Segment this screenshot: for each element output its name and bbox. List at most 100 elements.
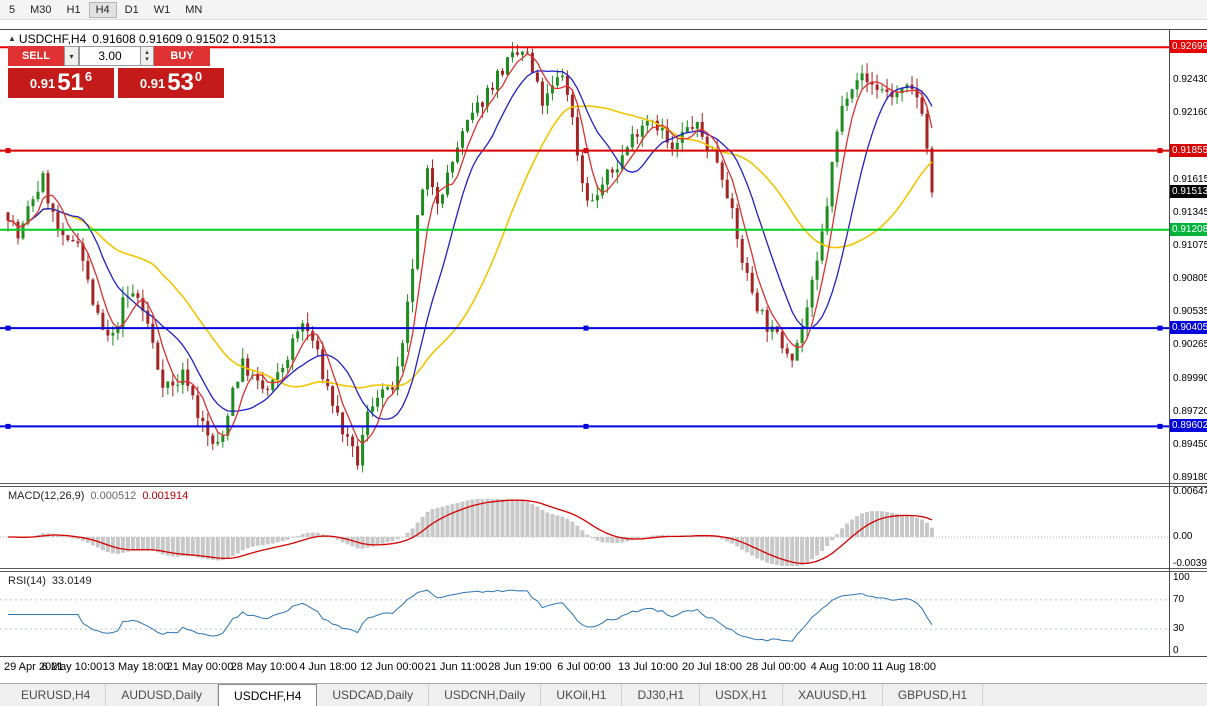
price-tick-label: 0.89450: [1173, 439, 1207, 451]
spinner-up-icon[interactable]: ▴: [145, 49, 149, 56]
chart-tab-audusd-daily[interactable]: AUDUSD,Daily: [106, 684, 219, 706]
ohlc-values: 0.91608 0.91609 0.91502 0.91513: [92, 32, 276, 46]
time-axis-label: 13 Jul 10:00: [618, 661, 678, 673]
chart-tab-usdcnh-daily[interactable]: USDCNH,Daily: [429, 684, 542, 706]
time-axis-label: 20 Jul 18:00: [682, 661, 742, 673]
spinner-down-icon[interactable]: ▾: [145, 56, 149, 63]
rsi-tick-label: 30: [1173, 623, 1185, 635]
timeframe-button-5[interactable]: 5: [9, 3, 16, 16]
sell-button[interactable]: SELL: [8, 46, 64, 66]
time-axis-label: 11 Aug 18:00: [871, 661, 937, 673]
time-axis-label: 4 Aug 10:00: [810, 661, 870, 673]
candles-group: [6, 42, 934, 473]
rsi-tick-label: 70: [1173, 593, 1185, 605]
macd-tick-label: 0.00: [1173, 531, 1193, 542]
sell-price-display[interactable]: 0.91 51 6: [8, 68, 114, 98]
buy-button[interactable]: BUY: [154, 46, 210, 66]
timeframe-button-w1[interactable]: W1: [153, 3, 171, 16]
volume-dropdown-button[interactable]: ▾: [64, 46, 79, 66]
time-axis-label: 12 Jun 00:00: [360, 661, 424, 673]
price-tick-label: 0.92430: [1173, 74, 1207, 86]
chart-tab-ukoil-h1[interactable]: UKOil,H1: [541, 684, 623, 706]
macd-indicator-canvas[interactable]: [0, 488, 1169, 568]
volume-input[interactable]: [79, 46, 141, 66]
ma-slow-line: [7, 105, 933, 389]
buy-price-prefix: 0.91: [139, 75, 166, 91]
chart-bottom-border: [0, 656, 1207, 657]
rsi-tick-label: 100: [1173, 572, 1190, 583]
price-tick-label: 0.90805: [1173, 273, 1207, 285]
chart-tab-usdchf-h4[interactable]: USDCHF,H4: [218, 684, 318, 706]
price-tick-label: 0.91075: [1173, 240, 1207, 252]
buy-price-display[interactable]: 0.91 53 0: [118, 68, 224, 98]
time-axis-label: 4 Jun 18:00: [299, 661, 357, 673]
hline-handle[interactable]: [1157, 325, 1163, 331]
price-tick-label: 0.90265: [1173, 339, 1207, 351]
price-axis[interactable]: 0.92430 0.92160 0.91615 0.91345 0.91075 0.908…: [1170, 0, 1207, 706]
chart-tab-usdcad-daily[interactable]: USDCAD,Daily: [317, 684, 430, 706]
time-axis-label: 6 May 10:00: [41, 661, 103, 673]
timeframe-button-m30[interactable]: M30: [30, 3, 52, 16]
price-tick-label: 0.92160: [1173, 107, 1207, 119]
chart-tab-bar: EURUSD,H4 AUDUSD,Daily USDCHF,H4 USDCAD,Dai…: [0, 683, 1207, 706]
hline-handle[interactable]: [5, 325, 11, 331]
price-line-label: 0.90405: [1170, 321, 1207, 335]
hline-handle[interactable]: [1157, 423, 1163, 429]
chart-title: ▲ USDCHF,H4 0.91608 0.91609 0.91502 0.9151…: [8, 32, 276, 46]
rsi-line: [8, 589, 933, 642]
chart-tab-gbpusd-h1[interactable]: GBPUSD,H1: [883, 684, 984, 706]
hline-handle[interactable]: [1157, 148, 1163, 154]
main-chart-canvas[interactable]: [0, 30, 1169, 483]
hline-handle[interactable]: [583, 325, 589, 331]
hline-handle[interactable]: [5, 423, 11, 429]
sell-price-prefix: 0.91: [29, 75, 56, 91]
price-line-label: 0.89602: [1170, 419, 1207, 433]
time-axis-label: 28 Jul 00:00: [746, 661, 806, 673]
chart-tab-usdx-h1[interactable]: USDX,H1: [700, 684, 784, 706]
chart-tab-eurusd-h4[interactable]: EURUSD,H4: [6, 684, 107, 706]
timeframe-button-d1[interactable]: D1: [124, 3, 139, 16]
rsi-indicator-canvas[interactable]: [0, 573, 1169, 656]
macd-tick-label: 0.00647: [1173, 486, 1207, 498]
time-axis[interactable]: 29 Apr 2021 6 May 10:00 13 May 18:00 21 May…: [0, 658, 1169, 680]
price-line-label: 0.92699: [1170, 40, 1207, 54]
price-tick-label: 0.90535: [1173, 306, 1207, 318]
rsi-tick-label: 0: [1173, 645, 1179, 656]
timeframe-button-h1[interactable]: H1: [66, 3, 81, 16]
timeframe-toolbar: 5 M30 H1 H4 D1 W1 MN: [0, 0, 1207, 20]
price-tick-label: 0.89720: [1173, 405, 1207, 417]
macd-signal-value: 0.001914: [142, 490, 189, 502]
macd-histogram: [6, 498, 934, 566]
price-line-label: 0.91208: [1170, 222, 1207, 236]
macd-name: MACD(12,26,9): [8, 490, 85, 502]
buy-price-pips: 53: [167, 69, 194, 96]
macd-label: MACD(12,26,9) 0.000512 0.001914: [8, 490, 188, 502]
hline-handle[interactable]: [583, 148, 589, 154]
timeframe-button-h4[interactable]: H4: [88, 1, 117, 18]
chart-tab-xauusd-h1[interactable]: XAUUSD,H1: [783, 684, 883, 706]
ma-mid-line: [7, 70, 933, 420]
time-axis-label: 21 Jun 11:00: [424, 661, 488, 673]
price-tick-label: 0.89990: [1173, 372, 1207, 384]
time-axis-label: 6 Jul 00:00: [557, 661, 611, 673]
time-axis-label: 13 May 18:00: [102, 661, 170, 673]
price-tick-label: 0.91615: [1173, 173, 1207, 185]
chart-tab-dj30-h1[interactable]: DJ30,H1: [622, 684, 701, 706]
hline-handle[interactable]: [5, 148, 11, 154]
hline-handle[interactable]: [583, 423, 589, 429]
sell-price-point: 6: [84, 68, 93, 84]
sell-price-pips: 51: [57, 69, 84, 96]
price-line-label: 0.91513: [1170, 185, 1207, 199]
rsi-value: 33.0149: [51, 575, 92, 587]
volume-spinner[interactable]: ▴ ▾: [141, 46, 154, 66]
timeframe-button-mn[interactable]: MN: [185, 3, 203, 16]
price-tick-label: 0.91345: [1173, 207, 1207, 219]
panel-splitter[interactable]: [0, 483, 1207, 487]
panel-splitter[interactable]: [0, 568, 1207, 572]
rsi-name: RSI(14): [8, 575, 46, 587]
symbol-period-label: USDCHF,H4: [18, 32, 87, 46]
collapse-triangle-icon[interactable]: ▲: [8, 34, 16, 43]
